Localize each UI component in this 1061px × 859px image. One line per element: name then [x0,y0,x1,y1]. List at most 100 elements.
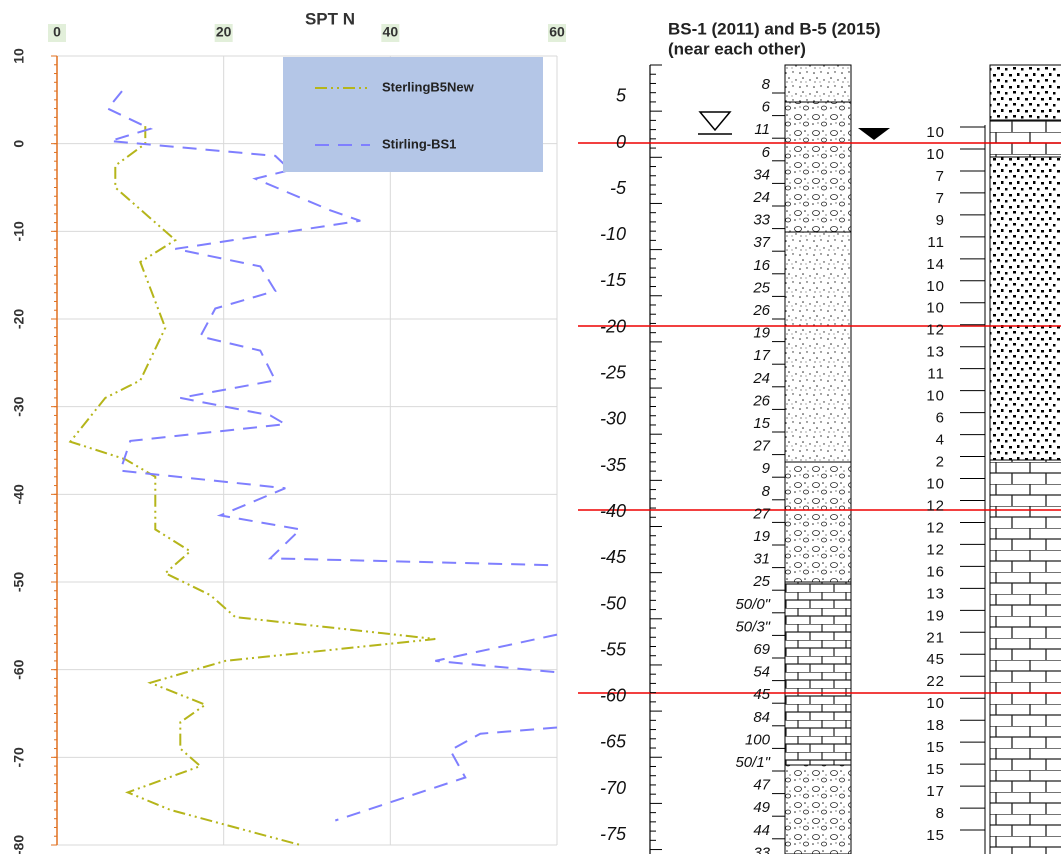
blow-count: 54 [753,664,770,681]
y-tick-label: -80 [11,835,27,854]
blow-count: 19 [753,528,770,545]
blow-count: 45 [753,686,770,703]
blow-count: 12 [926,497,945,514]
elevation-label: -30 [600,409,626,429]
blow-count: 6 [762,99,771,116]
elevation-label: -55 [600,639,627,659]
blow-count: 8 [936,805,945,822]
blow-count: 15 [926,739,945,756]
elevation-label: -40 [600,501,626,521]
chart: 0 20 40 60 10 0 -10 -20 -30 -40 -50 -60 -70 -80 [11,24,566,855]
y-tick-label: -40 [11,484,27,504]
blow-count: 19 [753,325,770,342]
blow-count: 69 [753,641,770,658]
boring-log: BS-1 (2011) and B-5 (2015) (near each ot… [578,19,1061,859]
blow-count: 33 [753,844,770,854]
blow-count: 2 [936,454,945,471]
blow-count: 19 [926,607,945,624]
legend-label: SterlingB5New [382,79,475,94]
elevation-label: 0 [616,132,626,152]
blow-count: 11 [754,121,770,138]
blow-count: 10 [926,278,945,295]
elevation-label: -20 [600,316,626,336]
blow-count: 12 [926,322,945,339]
blow-count: 27 [752,438,770,455]
blow-count: 16 [753,257,770,274]
blow-count: 34 [753,166,770,183]
blow-count: 4 [936,432,945,449]
blow-count: 8 [762,76,771,93]
elevation-label: -35 [600,455,627,475]
legend-label: Stirling-BS1 [382,136,456,151]
elevation-label: 5 [616,86,627,106]
blow-count: 26 [752,302,770,319]
soil-layer [784,461,852,583]
blow-count: 13 [926,344,945,361]
blow-count: 25 [752,279,770,296]
blow-count: 24 [752,189,770,206]
blow-count: 37 [753,234,770,251]
elevation-label: -15 [600,270,627,290]
blow-count: 12 [926,519,945,536]
soil-layer [784,101,852,233]
blow-count: 84 [753,709,770,726]
y-tick-label: 0 [11,140,27,148]
blow-count: 18 [926,717,945,734]
log-title: BS-1 (2011) and B-5 (2015) [668,19,881,38]
blow-count: 13 [926,585,945,602]
blow-count: 9 [936,212,945,229]
soil-layer [989,156,1061,461]
y-tick-label: -70 [11,747,27,767]
elevation-label: -65 [600,732,627,752]
blow-count: 10 [926,146,945,163]
y-tick-label: -20 [11,309,27,329]
elevation-label: -75 [600,824,627,844]
elevation-label: -60 [600,686,626,706]
blow-count: 6 [762,144,771,161]
soil-layer [989,64,1061,121]
elevation-label: -5 [610,178,627,198]
blow-count: 14 [926,256,945,273]
blow-count: 8 [762,483,771,500]
water-level-icon [858,128,890,140]
blow-count: 27 [752,505,770,522]
soil-layer [784,231,852,463]
blow-count: 7 [936,190,945,207]
blow-count: 15 [926,827,945,844]
tick-label-bg [381,24,400,42]
y-tick-label: -30 [11,396,27,416]
blow-count: 50/0" [735,596,770,613]
rock-layer [989,459,1061,859]
rock-layer [784,581,852,766]
blow-count: 6 [936,410,945,427]
blow-count: 10 [926,300,945,317]
data-line [106,90,558,822]
water-level-icon [698,111,732,135]
blow-count: 47 [753,777,770,794]
elevation-label: -25 [600,363,627,383]
log-subtitle: (near each other) [668,39,806,58]
elevation-label: -70 [600,778,626,798]
blow-count: 17 [753,347,770,364]
blow-count: 10 [926,695,945,712]
soil-layer [784,64,852,103]
y-tick-label: -10 [11,221,27,241]
blow-count: 10 [926,388,945,405]
soil-layer [784,764,852,855]
blow-count: 21 [926,629,945,646]
blow-count: 50/1" [735,754,770,771]
y-tick-label: -50 [11,572,27,592]
blow-count: 10 [926,475,945,492]
chart-title: SPT N [305,9,355,28]
blow-count: 100 [745,731,771,748]
y-tick-label: -60 [11,659,27,679]
tick-label-bg [48,24,66,42]
blow-count: 12 [926,541,945,558]
x-tick-label: 60 [549,24,565,40]
blow-count: 11 [927,234,945,251]
blow-count: 10 [926,124,945,141]
blow-count: 44 [753,822,770,839]
x-tick-label: 20 [216,24,232,40]
blow-count: 24 [752,370,770,387]
blow-count: 9 [762,460,771,477]
